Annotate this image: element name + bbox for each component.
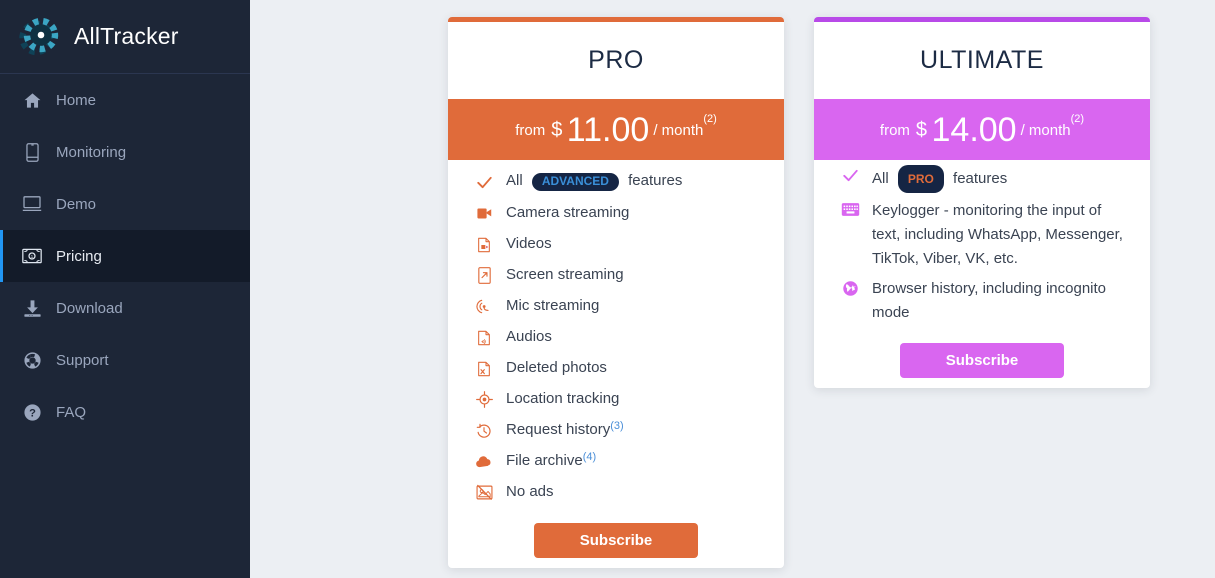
svg-text:?: ? (29, 407, 36, 419)
